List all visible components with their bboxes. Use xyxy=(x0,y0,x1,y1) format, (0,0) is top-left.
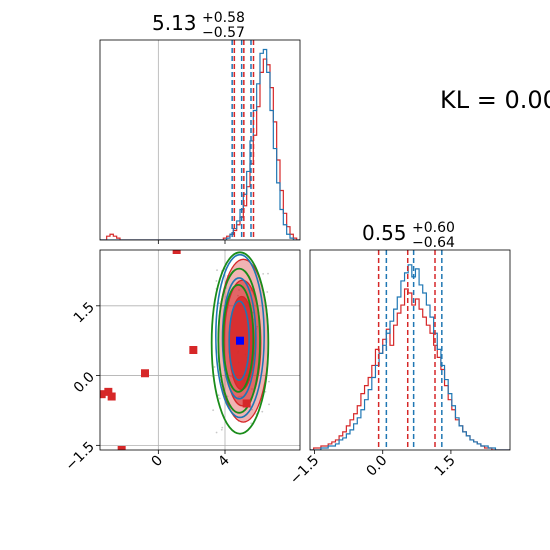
right-histogram-panel: −1.5 0.0 1.5 0.55 +0.60−0.64 xyxy=(287,220,511,488)
sample-dot xyxy=(264,390,267,393)
y-tick-label: −1.5 xyxy=(62,439,97,474)
red-square-point xyxy=(104,387,113,396)
right-histogram-frame xyxy=(309,249,511,451)
sample-dot xyxy=(262,273,265,275)
histogram-series-blue xyxy=(310,264,510,450)
sample-dot xyxy=(221,426,224,429)
histogram-series-blue xyxy=(100,48,300,240)
right-histogram-title-value: 0.55 xyxy=(362,221,407,245)
sample-dot xyxy=(212,409,215,412)
right-histogram-plot-area xyxy=(310,250,510,450)
sample-dot xyxy=(215,431,218,434)
right-histogram-title-minus: −0.64 xyxy=(412,235,455,251)
red-square-point xyxy=(107,392,116,401)
x-tick-label: 0.0 xyxy=(363,453,390,480)
kl-annotation: KL = 0.00 xyxy=(440,86,550,114)
red-square-point xyxy=(172,250,181,254)
top-histogram-panel: 5.13 +0.58−0.57 xyxy=(99,10,301,244)
red-square-point xyxy=(141,369,149,378)
contour-frame xyxy=(99,249,301,451)
sample-dot xyxy=(220,428,223,431)
sample-dot xyxy=(261,410,264,413)
contour-panel: 0 4 −1.5 0.0 1.5 xyxy=(62,249,301,474)
y-tick-label: 0.0 xyxy=(71,369,98,396)
red-square-point xyxy=(189,346,198,354)
sample-dot xyxy=(268,380,270,383)
x-tick-label: 1.5 xyxy=(432,453,459,480)
sample-dot xyxy=(267,272,269,275)
red-square-point xyxy=(100,390,106,399)
sample-dot xyxy=(217,394,220,397)
y-tick-label: 1.5 xyxy=(71,299,98,326)
x-tick-label: 0 xyxy=(149,453,167,471)
sample-dot xyxy=(266,291,269,293)
blue-contour xyxy=(215,253,265,419)
top-histogram-frame xyxy=(99,39,301,241)
blue-contour xyxy=(228,300,250,382)
x-tick-label: −1.5 xyxy=(287,453,322,488)
green-contour xyxy=(222,283,255,393)
sample-dot xyxy=(226,395,229,398)
sample-dot xyxy=(268,403,270,406)
sample-dot xyxy=(216,269,218,272)
sample-dot xyxy=(215,280,218,282)
red-square-point xyxy=(117,446,126,450)
top-histogram-title-value: 5.13 xyxy=(152,11,197,35)
green-contour xyxy=(217,267,261,414)
x-tick-label: 4 xyxy=(215,452,233,470)
top-histogram-plot-area xyxy=(100,40,300,240)
blue-square-point xyxy=(236,336,244,345)
right-histogram-title-plus: +0.60 xyxy=(412,220,455,236)
contour-plot-area xyxy=(100,250,300,450)
histogram-series-red xyxy=(310,288,510,450)
top-histogram-title-plus: +0.58 xyxy=(202,10,245,26)
sample-dot xyxy=(213,366,216,368)
sample-dot xyxy=(250,422,253,425)
red-square-point xyxy=(242,399,251,408)
green-contour xyxy=(210,251,270,435)
top-histogram-title-minus: −0.57 xyxy=(202,25,245,41)
sample-dot xyxy=(224,296,227,298)
sample-dot xyxy=(218,302,221,305)
sample-dot xyxy=(218,397,221,400)
